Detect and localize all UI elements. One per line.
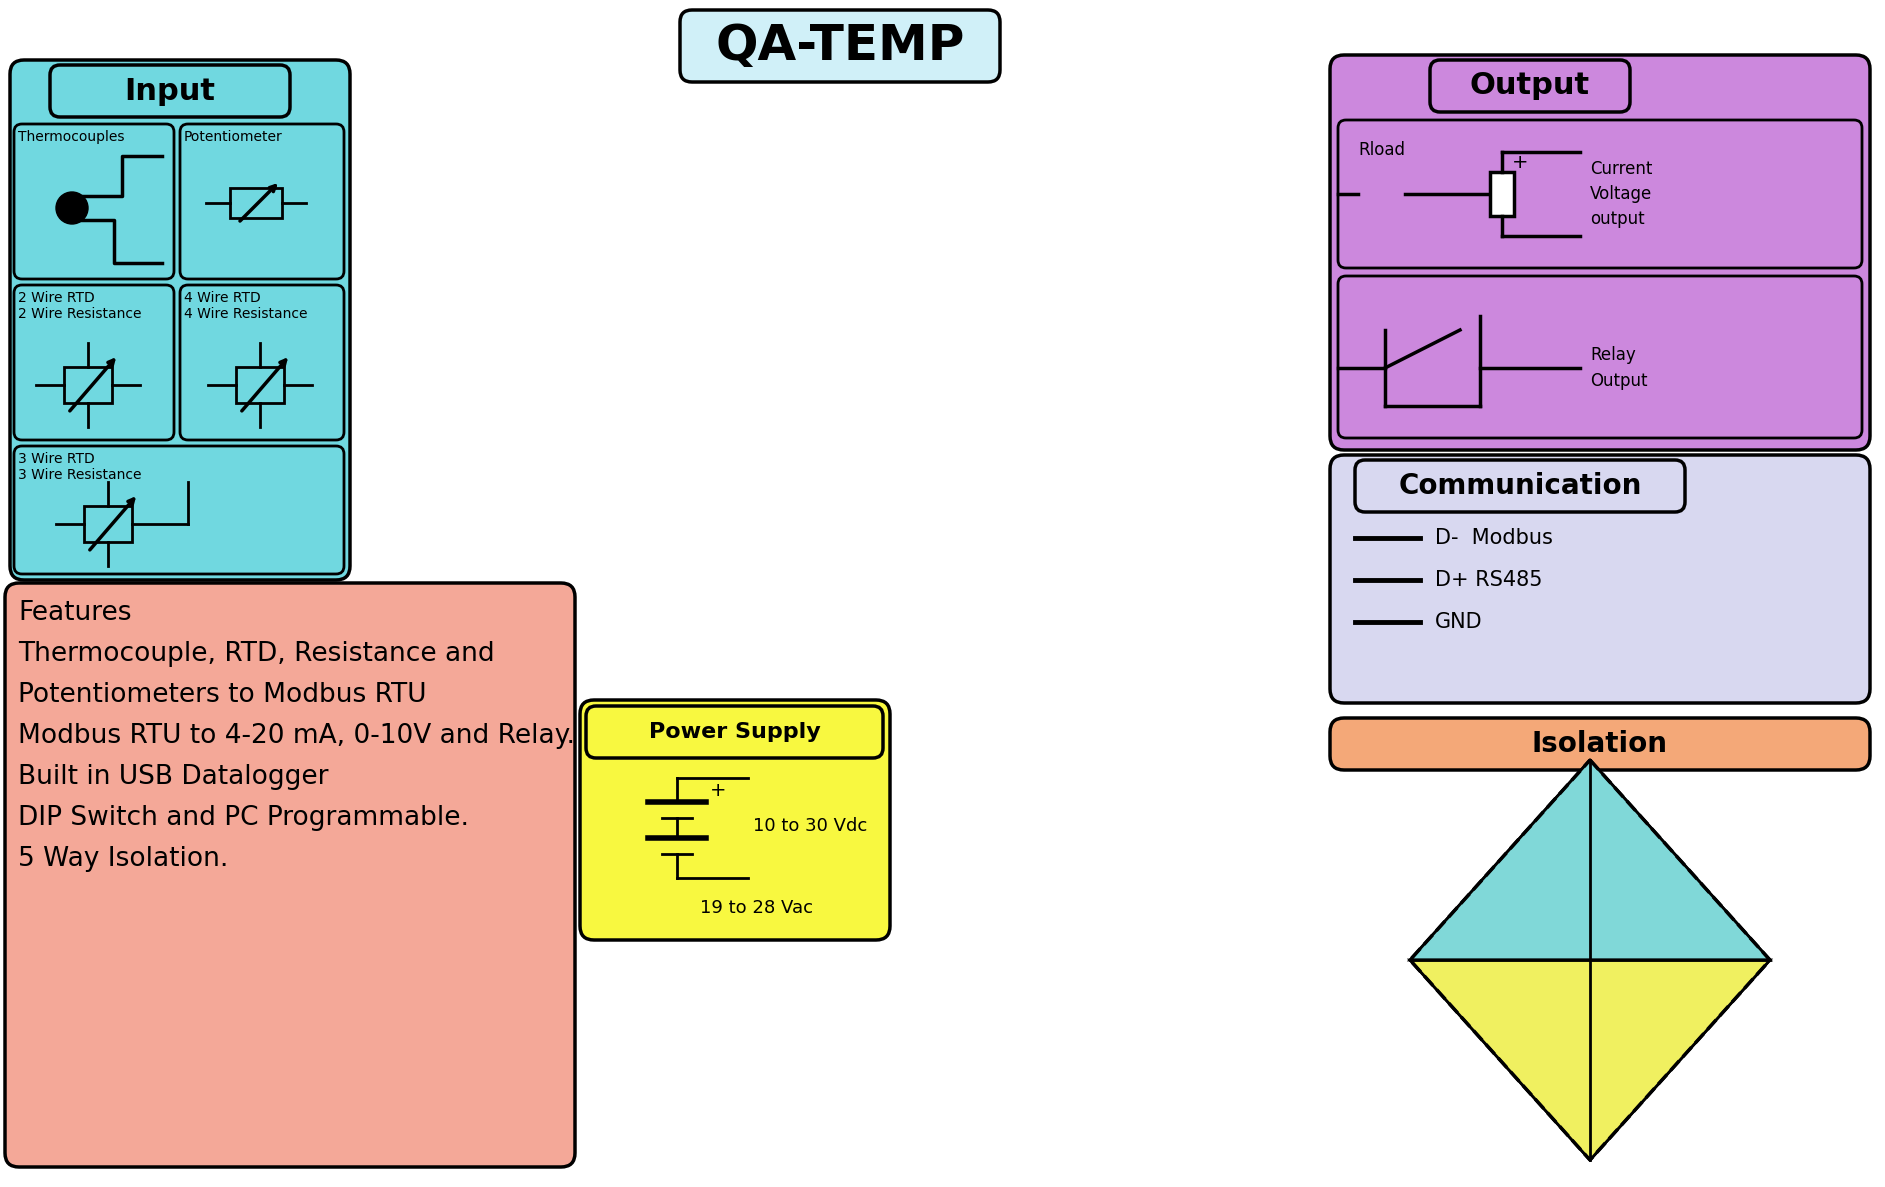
FancyBboxPatch shape [1431, 61, 1631, 112]
Circle shape [57, 192, 89, 224]
Text: Relay
Output: Relay Output [1591, 347, 1647, 389]
Text: D+ RS485: D+ RS485 [1434, 570, 1542, 590]
Text: Output: Output [1470, 71, 1591, 101]
FancyBboxPatch shape [680, 9, 1001, 82]
Bar [230, 188, 283, 218]
Bar [64, 367, 111, 404]
Bar [85, 506, 132, 542]
FancyBboxPatch shape [581, 700, 890, 940]
FancyBboxPatch shape [1331, 718, 1870, 770]
Polygon shape [1410, 760, 1591, 1160]
Polygon shape [1591, 760, 1770, 1160]
FancyBboxPatch shape [9, 61, 351, 580]
Polygon shape [1410, 760, 1770, 960]
FancyBboxPatch shape [1331, 455, 1870, 703]
Text: GND: GND [1434, 612, 1483, 631]
Text: +: + [711, 781, 726, 800]
FancyBboxPatch shape [1355, 461, 1685, 512]
Text: Potentiometer: Potentiometer [185, 131, 283, 144]
Text: 19 to 28 Vac: 19 to 28 Vac [699, 899, 812, 918]
FancyBboxPatch shape [13, 123, 173, 279]
Text: Communication: Communication [1399, 472, 1642, 500]
Text: +: + [1512, 152, 1529, 171]
Bar [1489, 172, 1514, 216]
Text: Thermocouples: Thermocouples [19, 131, 124, 144]
Polygon shape [1410, 960, 1770, 1160]
FancyBboxPatch shape [1331, 55, 1870, 450]
Text: Power Supply: Power Supply [648, 722, 820, 742]
Text: Features
Thermocouple, RTD, Resistance and
Potentiometers to Modbus RTU
Modbus R: Features Thermocouple, RTD, Resistance a… [19, 599, 575, 872]
FancyBboxPatch shape [51, 65, 290, 118]
Text: Input: Input [124, 76, 215, 106]
Text: Rload: Rload [1357, 141, 1404, 159]
Text: 10 to 30 Vdc: 10 to 30 Vdc [752, 817, 867, 834]
FancyBboxPatch shape [1338, 277, 1862, 438]
FancyBboxPatch shape [586, 706, 882, 758]
FancyBboxPatch shape [13, 285, 173, 440]
Text: D-  Modbus: D- Modbus [1434, 528, 1553, 548]
Text: Isolation: Isolation [1533, 730, 1668, 758]
FancyBboxPatch shape [179, 123, 343, 279]
FancyBboxPatch shape [6, 583, 575, 1167]
Text: 3 Wire RTD
3 Wire Resistance: 3 Wire RTD 3 Wire Resistance [19, 452, 141, 482]
Text: Current
Voltage
output: Current Voltage output [1591, 160, 1653, 228]
Text: 4 Wire RTD
4 Wire Resistance: 4 Wire RTD 4 Wire Resistance [185, 291, 307, 322]
Text: QA-TEMP: QA-TEMP [714, 23, 965, 70]
Bar [236, 367, 285, 404]
Text: 2 Wire RTD
2 Wire Resistance: 2 Wire RTD 2 Wire Resistance [19, 291, 141, 322]
FancyBboxPatch shape [13, 446, 343, 575]
FancyBboxPatch shape [1338, 120, 1862, 268]
FancyBboxPatch shape [179, 285, 343, 440]
